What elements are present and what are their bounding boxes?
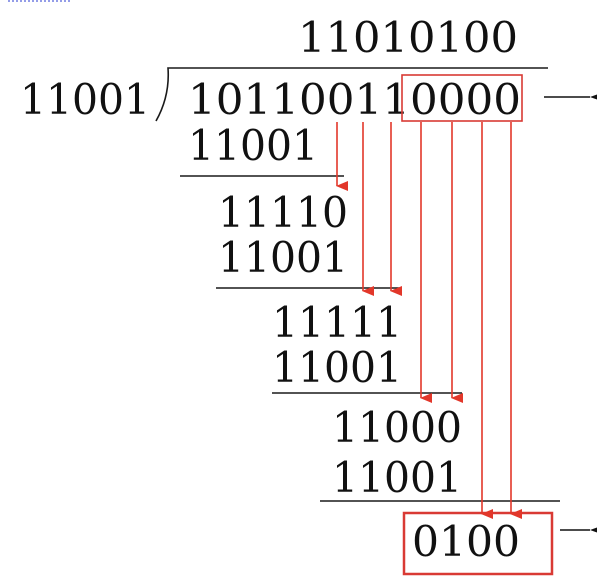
quotient: 11010100 <box>298 13 518 62</box>
final-remainder-box <box>402 511 554 576</box>
step-4-subtrahend: 11001 <box>332 453 462 502</box>
step-1-remainder: 11110 <box>218 188 348 237</box>
step-2-subtrahend: 11001 <box>218 233 348 282</box>
final-remainder: 0100 <box>412 517 520 566</box>
step-3-subtrahend: 11001 <box>272 343 402 392</box>
dividend: 101100110000 <box>188 75 521 124</box>
appended-zeros-box <box>401 74 523 122</box>
step-2-remainder: 11111 <box>272 298 402 347</box>
division-bracket <box>155 67 548 122</box>
step-3-remainder: 11000 <box>332 403 462 452</box>
step-1-subtrahend: 11001 <box>188 121 318 170</box>
divisor: 11001 <box>20 75 150 124</box>
